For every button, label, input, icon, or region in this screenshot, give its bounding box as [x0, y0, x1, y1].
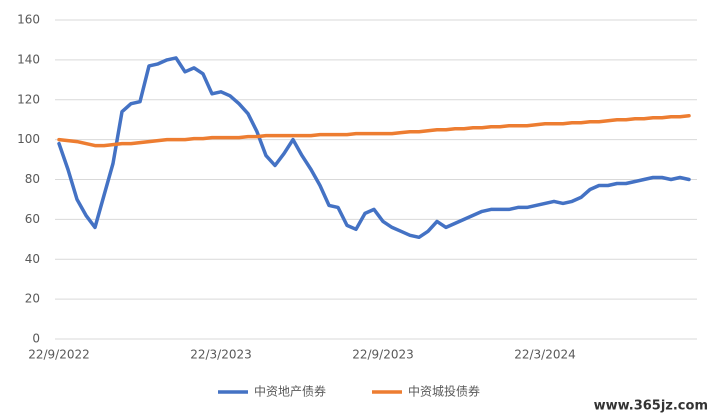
y-tick-label: 140	[17, 52, 40, 66]
y-tick-label: 120	[17, 92, 40, 106]
y-tick-label: 0	[32, 332, 40, 346]
series-line	[57, 113, 691, 148]
legend-label: 中资城投债券	[408, 384, 480, 399]
y-tick-label: 40	[25, 252, 40, 266]
x-tick-label: 22/3/2023	[190, 348, 252, 362]
y-tick-label: 160	[17, 13, 40, 27]
legend-label: 中资地产债券	[254, 384, 326, 399]
watermark: www.365jz.com	[594, 399, 708, 414]
series-line	[57, 56, 691, 240]
x-tick-label: 22/3/2024	[514, 348, 576, 362]
y-tick-label: 100	[17, 132, 40, 146]
y-tick-label: 60	[25, 212, 40, 226]
x-tick-label: 22/9/2023	[352, 348, 414, 362]
y-tick-label: 20	[25, 292, 40, 306]
x-tick-label: 22/9/2022	[28, 348, 90, 362]
y-tick-label: 80	[25, 172, 40, 186]
